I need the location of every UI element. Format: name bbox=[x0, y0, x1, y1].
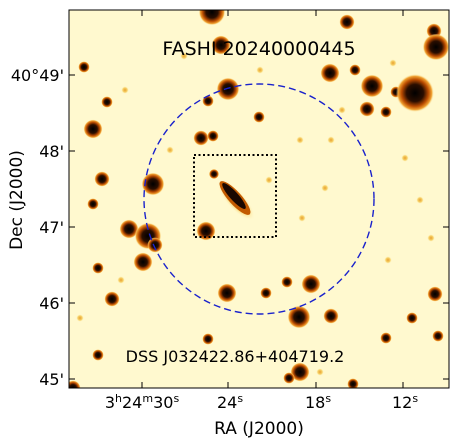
star bbox=[380, 332, 392, 344]
star bbox=[256, 66, 264, 74]
star bbox=[359, 101, 375, 117]
y-tick-label: 47' bbox=[39, 218, 64, 237]
star bbox=[296, 136, 304, 144]
star bbox=[384, 256, 392, 264]
star bbox=[349, 64, 361, 76]
star bbox=[432, 330, 444, 342]
star bbox=[396, 74, 434, 112]
plot-frame bbox=[68, 9, 450, 389]
star bbox=[202, 95, 214, 107]
star bbox=[92, 262, 104, 274]
star bbox=[321, 184, 329, 192]
star bbox=[166, 146, 174, 154]
star bbox=[101, 96, 113, 108]
x-tick-label: 24s bbox=[217, 392, 243, 412]
star bbox=[427, 286, 443, 302]
x-tick-label: 12s bbox=[392, 392, 418, 412]
star bbox=[301, 274, 321, 294]
star bbox=[117, 276, 125, 284]
star bbox=[323, 308, 339, 324]
star bbox=[198, 10, 226, 26]
y-tick-label: 45' bbox=[39, 370, 64, 389]
star bbox=[298, 214, 306, 222]
star bbox=[87, 198, 99, 210]
star bbox=[427, 234, 435, 242]
star bbox=[338, 106, 346, 114]
target-galaxy bbox=[209, 169, 255, 221]
star bbox=[253, 111, 265, 123]
star bbox=[265, 176, 273, 184]
star bbox=[347, 378, 359, 388]
star bbox=[389, 59, 397, 67]
figure-title: FASHI 20240000445 bbox=[162, 38, 355, 60]
y-axis-label: Dec (J2000) bbox=[7, 150, 27, 250]
y-tick-label: 46' bbox=[39, 294, 64, 313]
star bbox=[78, 61, 90, 73]
beam-circle bbox=[143, 83, 375, 315]
star bbox=[119, 219, 139, 239]
star bbox=[92, 349, 104, 361]
star bbox=[339, 14, 355, 30]
star bbox=[147, 237, 163, 253]
star bbox=[202, 333, 214, 345]
star bbox=[320, 63, 340, 83]
star-field bbox=[69, 10, 449, 388]
x-tick-label-first: 3h24m30s bbox=[105, 392, 180, 412]
x-axis-label: RA (J2000) bbox=[214, 419, 304, 439]
star bbox=[281, 276, 293, 288]
target-box bbox=[193, 154, 277, 238]
star bbox=[69, 380, 81, 388]
star bbox=[76, 314, 84, 322]
star bbox=[283, 372, 295, 384]
star bbox=[416, 196, 424, 204]
star bbox=[121, 86, 129, 94]
star bbox=[216, 77, 240, 101]
tick-marks bbox=[69, 10, 449, 388]
star bbox=[360, 74, 384, 98]
x-tick-label: 18s bbox=[305, 392, 331, 412]
star bbox=[217, 283, 237, 303]
star bbox=[260, 287, 272, 299]
star bbox=[211, 35, 231, 55]
star bbox=[141, 172, 165, 196]
star bbox=[327, 136, 335, 144]
star bbox=[422, 33, 449, 61]
star bbox=[401, 154, 409, 162]
star bbox=[290, 362, 310, 382]
star bbox=[207, 130, 219, 142]
star bbox=[406, 312, 418, 324]
star bbox=[180, 52, 188, 60]
star bbox=[133, 252, 153, 272]
star bbox=[196, 221, 216, 241]
star bbox=[287, 305, 311, 329]
star bbox=[94, 171, 110, 187]
y-tick-label: 40°49' bbox=[11, 66, 64, 85]
y-tick-label: 48' bbox=[39, 142, 64, 161]
star bbox=[83, 119, 103, 139]
star bbox=[104, 291, 120, 307]
star bbox=[380, 106, 392, 118]
source-label: DSS J032422.86+404719.2 bbox=[126, 347, 345, 366]
star bbox=[193, 130, 209, 146]
star bbox=[316, 368, 324, 376]
